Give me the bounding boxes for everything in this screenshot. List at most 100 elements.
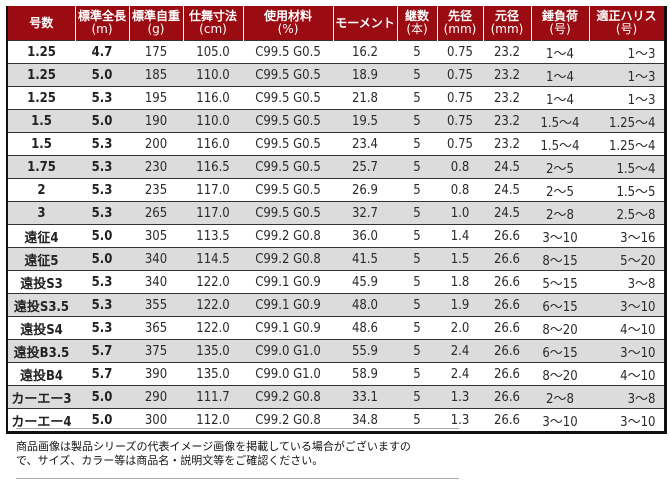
table-row: 1.5 5.0 190 110.0 C99.5 G0.5 19.5 5 0.75 23.2 1.5…	[7, 109, 665, 133]
header-unit: (本)	[406, 22, 428, 36]
col-header-leader-line: 適正ハリス (号)	[588, 6, 665, 41]
header-unit: (号)	[549, 22, 571, 36]
cell-moment: 19.5	[333, 109, 397, 133]
cell-tip-diameter: 2.4	[437, 362, 483, 386]
cell-moment: 36.0	[333, 224, 397, 248]
disclaimer-line-1: 商品画像は製品シリーズの代表イメージ画像を掲載している場合がございますの	[16, 440, 411, 453]
header-unit: (mm)	[443, 22, 477, 36]
table-row: カーエー3 5.0 290 111.7 C99.2 G0.8 33.1 5 1.3 26.6 2〜…	[7, 385, 665, 409]
cell-weight: 175	[129, 40, 183, 64]
cell-moment: 16.2	[333, 40, 397, 64]
cell-tip-diameter: 2.4	[437, 339, 483, 363]
cell-closed-length: 113.5	[183, 224, 243, 248]
cell-weight: 305	[129, 224, 183, 248]
cell-material: C99.5 G0.5	[243, 201, 333, 225]
header-unit: (m)	[91, 22, 113, 36]
table-row: 遠征5 5.0 340 114.5 C99.2 G0.8 41.5 5 1.5 26.6 8〜15…	[7, 247, 665, 271]
cell-butt-diameter: 26.6	[483, 408, 531, 433]
cell-length: 5.3	[75, 270, 129, 294]
table-row: 1.25 5.0 185 110.0 C99.5 G0.5 18.9 5 0.75 23.2 1〜…	[7, 63, 665, 87]
table-row: 1.75 5.3 230 116.5 C99.5 G0.5 25.7 5 0.8 24.5 2〜5…	[7, 155, 665, 179]
cell-closed-length: 117.0	[183, 178, 243, 202]
col-header-weight: 標準自重 (g)	[128, 6, 183, 41]
cell-leader-line: 1.25〜4	[589, 132, 665, 156]
table-row: 遠投B4 5.7 390 135.0 C99.0 G1.0 58.9 5 2.4 26.6 8〜2…	[7, 362, 665, 386]
cell-sinker-load: 3〜10	[531, 224, 589, 248]
cell-leader-line: 3〜10	[589, 293, 665, 317]
cell-length: 5.0	[75, 385, 129, 409]
cell-sections: 5	[397, 362, 437, 386]
cell-closed-length: 116.0	[183, 132, 243, 156]
cell-length: 5.3	[75, 86, 129, 110]
cell-size: 遠投S3.5	[7, 293, 75, 317]
header-label: モーメント	[335, 15, 395, 30]
disclaimer-line-2: で、サイズ、カラー等は商品名・説明文等をご確認ください。	[16, 454, 324, 467]
cell-leader-line: 1〜3	[589, 63, 665, 87]
cell-sinker-load: 2〜8	[531, 385, 589, 409]
table-row: 遠投S3.5 5.3 355 122.0 C99.1 G0.9 48.0 5 1.9 26.6 6…	[7, 293, 665, 317]
cell-tip-diameter: 0.75	[437, 40, 483, 64]
cell-material: C99.1 G0.9	[243, 293, 333, 317]
col-header-tip-diameter: 先径 (mm)	[436, 6, 483, 41]
cell-weight: 340	[129, 270, 183, 294]
cell-butt-diameter: 24.5	[483, 201, 531, 225]
cell-weight: 230	[129, 155, 183, 179]
cell-butt-diameter: 23.2	[483, 63, 531, 87]
cell-sections: 5	[397, 132, 437, 156]
cell-moment: 45.9	[333, 270, 397, 294]
table-row: 遠投B3.5 5.7 375 135.0 C99.0 G1.0 55.9 5 2.4 26.6 6…	[7, 339, 665, 363]
cell-size: 1.75	[7, 155, 75, 179]
cell-length: 5.7	[75, 362, 129, 386]
cell-material: C99.5 G0.5	[243, 109, 333, 133]
cell-material: C99.1 G0.9	[243, 270, 333, 294]
cell-moment: 26.9	[333, 178, 397, 202]
cell-closed-length: 111.7	[183, 385, 243, 409]
cell-size: 遠投S4	[7, 316, 75, 340]
cell-moment: 18.9	[333, 63, 397, 87]
cell-sinker-load: 8〜15	[531, 247, 589, 271]
cell-moment: 21.8	[333, 86, 397, 110]
cell-size: 1.25	[7, 40, 75, 64]
cell-tip-diameter: 1.0	[437, 201, 483, 225]
cell-tip-diameter: 1.3	[437, 385, 483, 409]
cell-leader-line: 1.25〜4	[589, 109, 665, 133]
cell-tip-diameter: 0.75	[437, 86, 483, 110]
cell-material: C99.2 G0.8	[243, 224, 333, 248]
cell-moment: 33.1	[333, 385, 397, 409]
cell-butt-diameter: 26.6	[483, 362, 531, 386]
table-row: 1.25 5.3 195 116.0 C99.5 G0.5 21.8 5 0.75 23.2 1〜…	[7, 86, 665, 110]
cell-length: 5.3	[75, 132, 129, 156]
header-label: 適正ハリス	[596, 9, 657, 23]
cell-material: C99.1 G0.9	[243, 316, 333, 340]
cell-closed-length: 135.0	[183, 362, 243, 386]
cell-tip-diameter: 0.75	[437, 109, 483, 133]
cell-sections: 5	[397, 201, 437, 225]
cell-sinker-load: 1.5〜4	[531, 132, 589, 156]
header-label: 継数	[404, 9, 429, 23]
cell-material: C99.0 G1.0	[243, 362, 333, 386]
header-label: 先径	[447, 9, 472, 23]
header-label: 使用材料	[263, 9, 312, 23]
cell-size: 1.25	[7, 63, 75, 87]
header-label: 号数	[29, 15, 54, 30]
cell-sinker-load: 5〜15	[531, 270, 589, 294]
cell-sinker-load: 1〜4	[531, 63, 589, 87]
cell-butt-diameter: 26.6	[483, 385, 531, 409]
table-row: 1.5 5.3 200 116.0 C99.5 G0.5 23.4 5 0.75 23.2 1.5…	[7, 132, 665, 156]
header-label: 標準全長	[77, 9, 126, 23]
cell-tip-diameter: 1.5	[437, 247, 483, 271]
header-unit: (号)	[615, 22, 638, 36]
cell-moment: 55.9	[333, 339, 397, 363]
cell-moment: 32.7	[333, 201, 397, 225]
cell-tip-diameter: 1.8	[437, 270, 483, 294]
cell-tip-diameter: 0.8	[437, 178, 483, 202]
cell-sinker-load: 2〜5	[531, 155, 589, 179]
header-unit: (mm)	[490, 22, 524, 36]
cell-sinker-load: 3〜10	[531, 408, 589, 433]
cell-butt-diameter: 24.5	[483, 155, 531, 179]
cell-leader-line: 3〜10	[589, 408, 665, 433]
col-header-sections: 継数 (本)	[396, 6, 437, 41]
cell-butt-diameter: 23.2	[483, 86, 531, 110]
cell-length: 5.3	[75, 178, 129, 202]
cell-tip-diameter: 0.75	[437, 132, 483, 156]
